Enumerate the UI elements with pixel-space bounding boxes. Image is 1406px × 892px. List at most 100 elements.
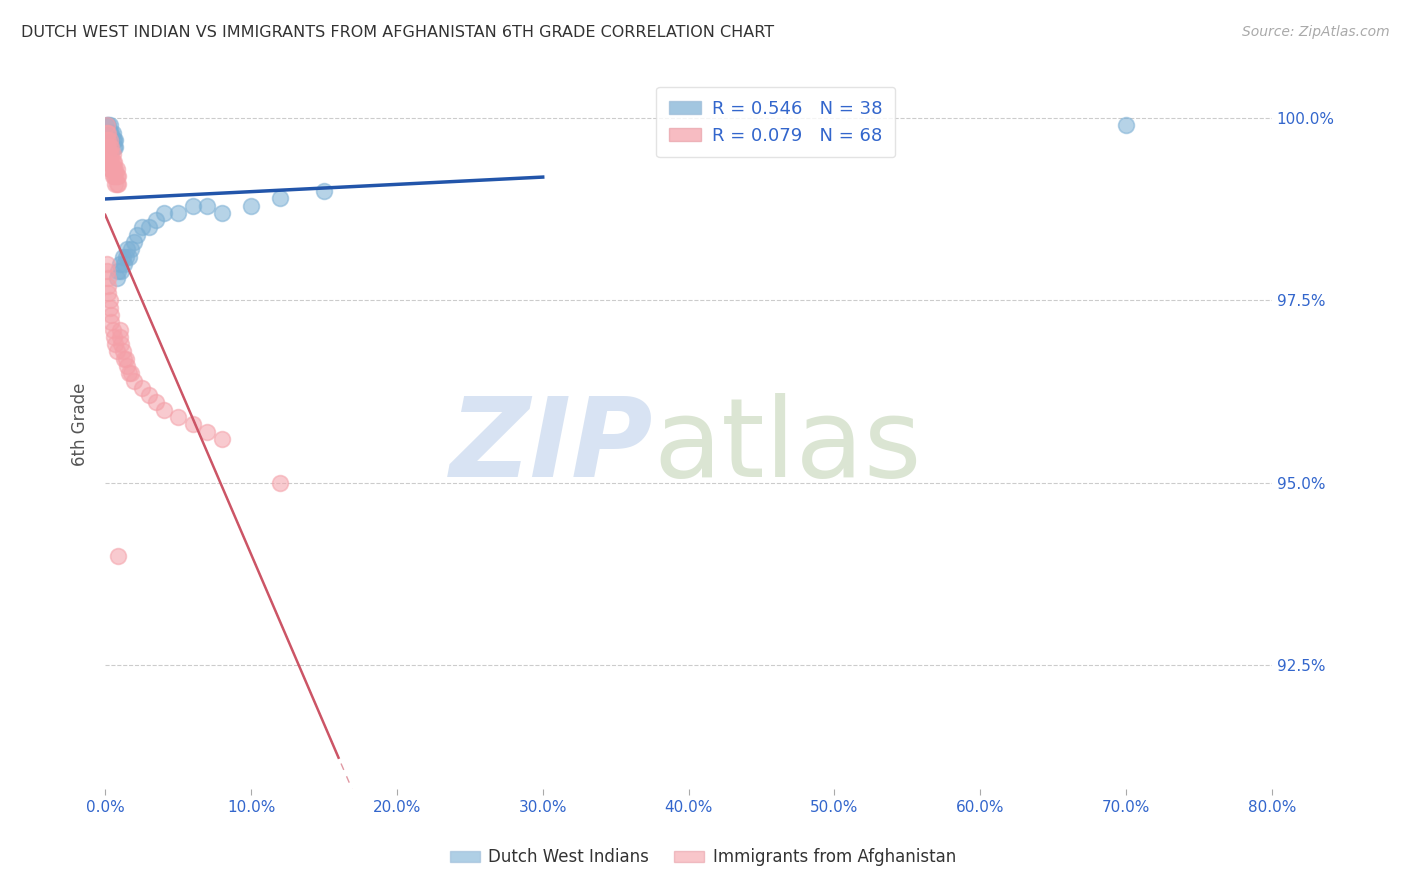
Point bbox=[112, 351, 135, 366]
Point bbox=[96, 257, 118, 271]
Point bbox=[181, 417, 204, 432]
Point bbox=[145, 213, 167, 227]
Legend: R = 0.546   N = 38, R = 0.079   N = 68: R = 0.546 N = 38, R = 0.079 N = 68 bbox=[657, 87, 896, 157]
Point bbox=[124, 235, 146, 249]
Point bbox=[97, 278, 120, 293]
Point bbox=[107, 169, 129, 184]
Point bbox=[107, 549, 129, 563]
Point bbox=[138, 388, 160, 402]
Point bbox=[98, 154, 121, 169]
Point bbox=[101, 322, 124, 336]
Point bbox=[108, 330, 131, 344]
Point bbox=[97, 147, 120, 161]
Point bbox=[105, 271, 128, 285]
Point bbox=[98, 140, 121, 154]
Point bbox=[98, 118, 121, 132]
Point bbox=[98, 147, 121, 161]
Point bbox=[211, 432, 233, 446]
Point bbox=[97, 154, 120, 169]
Point bbox=[98, 133, 121, 147]
Point bbox=[111, 344, 134, 359]
Point bbox=[96, 264, 118, 278]
Point bbox=[98, 161, 121, 176]
Point bbox=[121, 242, 143, 256]
Point bbox=[96, 118, 118, 132]
Point bbox=[100, 147, 122, 161]
Text: Source: ZipAtlas.com: Source: ZipAtlas.com bbox=[1241, 25, 1389, 39]
Point bbox=[127, 227, 149, 242]
Point bbox=[124, 374, 146, 388]
Point bbox=[114, 250, 136, 264]
Point bbox=[101, 147, 124, 161]
Point bbox=[152, 206, 174, 220]
Point bbox=[100, 126, 122, 140]
Point bbox=[114, 351, 136, 366]
Point bbox=[195, 198, 218, 212]
Point bbox=[97, 126, 120, 140]
Point bbox=[96, 140, 118, 154]
Point bbox=[100, 308, 122, 322]
Point bbox=[97, 271, 120, 285]
Text: atlas: atlas bbox=[654, 392, 922, 500]
Point bbox=[107, 177, 129, 191]
Point bbox=[167, 206, 190, 220]
Point bbox=[96, 154, 118, 169]
Point bbox=[112, 257, 135, 271]
Point bbox=[97, 126, 120, 140]
Point bbox=[96, 133, 118, 147]
Point bbox=[96, 118, 118, 132]
Point bbox=[98, 126, 121, 140]
Point bbox=[103, 154, 125, 169]
Point bbox=[97, 140, 120, 154]
Point bbox=[101, 169, 124, 184]
Point bbox=[108, 322, 131, 336]
Point bbox=[104, 133, 127, 147]
Point bbox=[97, 286, 120, 301]
Point bbox=[211, 206, 233, 220]
Point bbox=[96, 126, 118, 140]
Legend: Dutch West Indians, Immigrants from Afghanistan: Dutch West Indians, Immigrants from Afgh… bbox=[443, 842, 963, 873]
Point bbox=[101, 133, 124, 147]
Point bbox=[110, 264, 132, 278]
Point bbox=[131, 381, 153, 395]
Point bbox=[181, 198, 204, 212]
Point bbox=[117, 250, 139, 264]
Point bbox=[100, 315, 122, 329]
Point bbox=[103, 161, 125, 176]
Point bbox=[269, 475, 291, 490]
Point bbox=[195, 425, 218, 439]
Point bbox=[117, 367, 139, 381]
Point bbox=[100, 161, 122, 176]
Point bbox=[105, 161, 128, 176]
Point bbox=[111, 250, 134, 264]
Point bbox=[104, 337, 127, 351]
Point bbox=[101, 154, 124, 169]
Point bbox=[105, 344, 128, 359]
Point bbox=[121, 367, 143, 381]
Point bbox=[105, 169, 128, 184]
Point bbox=[115, 242, 138, 256]
Point bbox=[312, 184, 335, 198]
Point bbox=[103, 133, 125, 147]
Point bbox=[103, 169, 125, 184]
Point bbox=[100, 140, 122, 154]
Point bbox=[104, 140, 127, 154]
Point bbox=[240, 198, 263, 212]
Point bbox=[100, 133, 122, 147]
Point bbox=[104, 169, 127, 184]
Point bbox=[98, 133, 121, 147]
Point bbox=[152, 402, 174, 417]
Text: ZIP: ZIP bbox=[450, 392, 654, 500]
Point bbox=[98, 301, 121, 315]
Point bbox=[115, 359, 138, 373]
Point bbox=[101, 126, 124, 140]
Point bbox=[97, 118, 120, 132]
Point bbox=[145, 395, 167, 409]
Point bbox=[104, 177, 127, 191]
Point bbox=[96, 147, 118, 161]
Point bbox=[138, 220, 160, 235]
Point bbox=[110, 337, 132, 351]
Point bbox=[100, 154, 122, 169]
Point bbox=[97, 133, 120, 147]
Point bbox=[167, 410, 190, 425]
